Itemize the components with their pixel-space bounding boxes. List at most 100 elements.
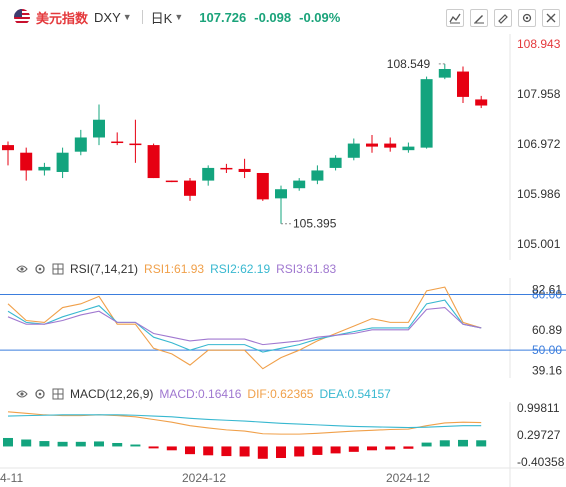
macd-bar bbox=[421, 442, 432, 447]
period-dropdown-icon[interactable]: ▼ bbox=[174, 12, 184, 22]
dif-value: DIF:0.62365 bbox=[247, 387, 314, 401]
period-selector[interactable]: 日K bbox=[150, 10, 173, 26]
macd-bar bbox=[185, 446, 195, 455]
candlestick-chart[interactable]: 108.943 107.958 106.972 105.986 105.001 108.5… bbox=[0, 34, 566, 260]
macd-bar bbox=[276, 446, 286, 459]
macd-series-line bbox=[7, 414, 482, 429]
macd-bar bbox=[3, 437, 13, 447]
last-price: 107.726 bbox=[199, 9, 247, 25]
y-tick-label: 106.972 bbox=[517, 137, 561, 151]
toolbar-divider bbox=[141, 10, 143, 24]
macd-bar bbox=[166, 446, 177, 451]
rsi-series-line bbox=[7, 299, 482, 353]
settings-icon[interactable] bbox=[34, 263, 46, 275]
y-tick-label: 105.986 bbox=[517, 187, 561, 201]
macd-chart[interactable]: 0.99811 0.29727 -0.40358 4-11 2024-12 2024-12 bbox=[0, 402, 566, 487]
candle-body bbox=[184, 180, 196, 196]
rsi-chart[interactable]: 80.00 50.00 82.61 60.89 39.16 bbox=[0, 278, 566, 378]
macd-bar bbox=[130, 444, 141, 447]
y-tick-label: 108.943 bbox=[517, 37, 561, 51]
grid-icon[interactable] bbox=[52, 388, 64, 400]
draw-icon[interactable] bbox=[494, 9, 512, 27]
settings-icon[interactable] bbox=[518, 9, 536, 27]
macd-bar bbox=[458, 439, 468, 447]
candle-body bbox=[147, 145, 160, 179]
candle-body bbox=[202, 167, 215, 181]
us-flag-icon bbox=[14, 9, 30, 25]
candle-body bbox=[93, 119, 105, 138]
candle-body bbox=[129, 143, 142, 146]
x-axis-label: 4-11 bbox=[0, 471, 23, 485]
macd-bar bbox=[112, 442, 123, 447]
candle-body bbox=[165, 180, 178, 183]
macd-bar bbox=[57, 441, 68, 447]
dea-value: DEA:0.54157 bbox=[319, 387, 391, 401]
candle-body bbox=[256, 172, 269, 200]
macd-bar bbox=[221, 446, 232, 457]
chart-icon[interactable] bbox=[446, 9, 464, 27]
macd-bar bbox=[348, 446, 359, 452]
candle-body bbox=[220, 167, 233, 170]
macd-bar bbox=[294, 446, 305, 457]
candle-body bbox=[366, 143, 378, 147]
toolbar-actions bbox=[446, 9, 560, 27]
grid-icon[interactable] bbox=[52, 263, 64, 275]
candle-body bbox=[402, 146, 415, 151]
candle-body bbox=[111, 141, 124, 144]
high-label: 108.549 bbox=[387, 57, 431, 71]
macd-bar bbox=[312, 446, 323, 455]
instrument-name: 美元指数 bbox=[36, 10, 89, 26]
candle-body bbox=[329, 157, 342, 168]
chart-toolbar: 美元指数 DXY ▼ 日K ▼ 107.726 -0.098 -0.09% bbox=[0, 0, 566, 34]
y-tick-label: 105.001 bbox=[517, 237, 561, 251]
rsi-series-line bbox=[7, 306, 482, 346]
instrument-symbol[interactable]: DXY bbox=[94, 9, 121, 25]
rsi-header: RSI(7,14,21) RSI1:61.93 RSI2:62.19 RSI3:… bbox=[16, 262, 336, 276]
rsi-tick-label: 39.16 bbox=[532, 363, 562, 377]
candle-body bbox=[420, 79, 433, 148]
close-icon[interactable] bbox=[542, 9, 560, 27]
eye-icon[interactable] bbox=[16, 263, 28, 275]
macd-tick-label: 0.99811 bbox=[517, 402, 560, 415]
rsi1-value: RSI1:61.93 bbox=[144, 262, 205, 276]
symbol-dropdown-icon[interactable]: ▼ bbox=[122, 12, 132, 22]
candle-body bbox=[56, 152, 69, 172]
candle-body bbox=[20, 152, 33, 171]
rsi-series-line bbox=[7, 286, 482, 370]
macd-tick-label: 0.29727 bbox=[517, 428, 561, 442]
macd-bar bbox=[94, 441, 104, 447]
macd-header: MACD(12,26,9) MACD:0.16416 DIF:0.62365 D… bbox=[16, 387, 391, 401]
x-axis-label: 2024-12 bbox=[386, 471, 430, 485]
price-change-pct: -0.09% bbox=[299, 9, 341, 25]
macd-bar bbox=[148, 446, 159, 449]
rsi-label: RSI(7,14,21) bbox=[70, 262, 139, 276]
macd-bar bbox=[439, 440, 450, 447]
candle-body bbox=[384, 143, 397, 148]
candle-body bbox=[311, 170, 324, 181]
candle-body bbox=[347, 143, 360, 158]
rsi-ref-label: 80.00 bbox=[532, 288, 562, 302]
candle-body bbox=[475, 99, 488, 106]
y-tick-label: 107.958 bbox=[517, 87, 561, 101]
macd-value: MACD:0.16416 bbox=[159, 387, 242, 401]
eye-icon[interactable] bbox=[16, 388, 28, 400]
candle-body bbox=[2, 145, 14, 151]
candle-body bbox=[238, 168, 251, 172]
macd-bar bbox=[385, 446, 396, 450]
macd-bar bbox=[330, 446, 341, 454]
macd-bar bbox=[75, 441, 86, 447]
macd-label: MACD(12,26,9) bbox=[70, 387, 154, 401]
candle-body bbox=[438, 69, 451, 78]
rsi3-value: RSI3:61.83 bbox=[276, 262, 337, 276]
macd-bar bbox=[39, 441, 50, 447]
pen-icon[interactable] bbox=[470, 9, 488, 27]
rsi-ref-label: 50.00 bbox=[532, 343, 562, 357]
rsi2-value: RSI2:62.19 bbox=[210, 262, 271, 276]
candle-body bbox=[74, 137, 87, 152]
settings-icon[interactable] bbox=[34, 388, 46, 400]
macd-bar bbox=[203, 446, 214, 456]
macd-bar bbox=[367, 446, 377, 451]
macd-bar bbox=[403, 446, 414, 449]
rsi-tick-label: 82.61 bbox=[532, 283, 562, 297]
candle-body bbox=[38, 166, 51, 171]
